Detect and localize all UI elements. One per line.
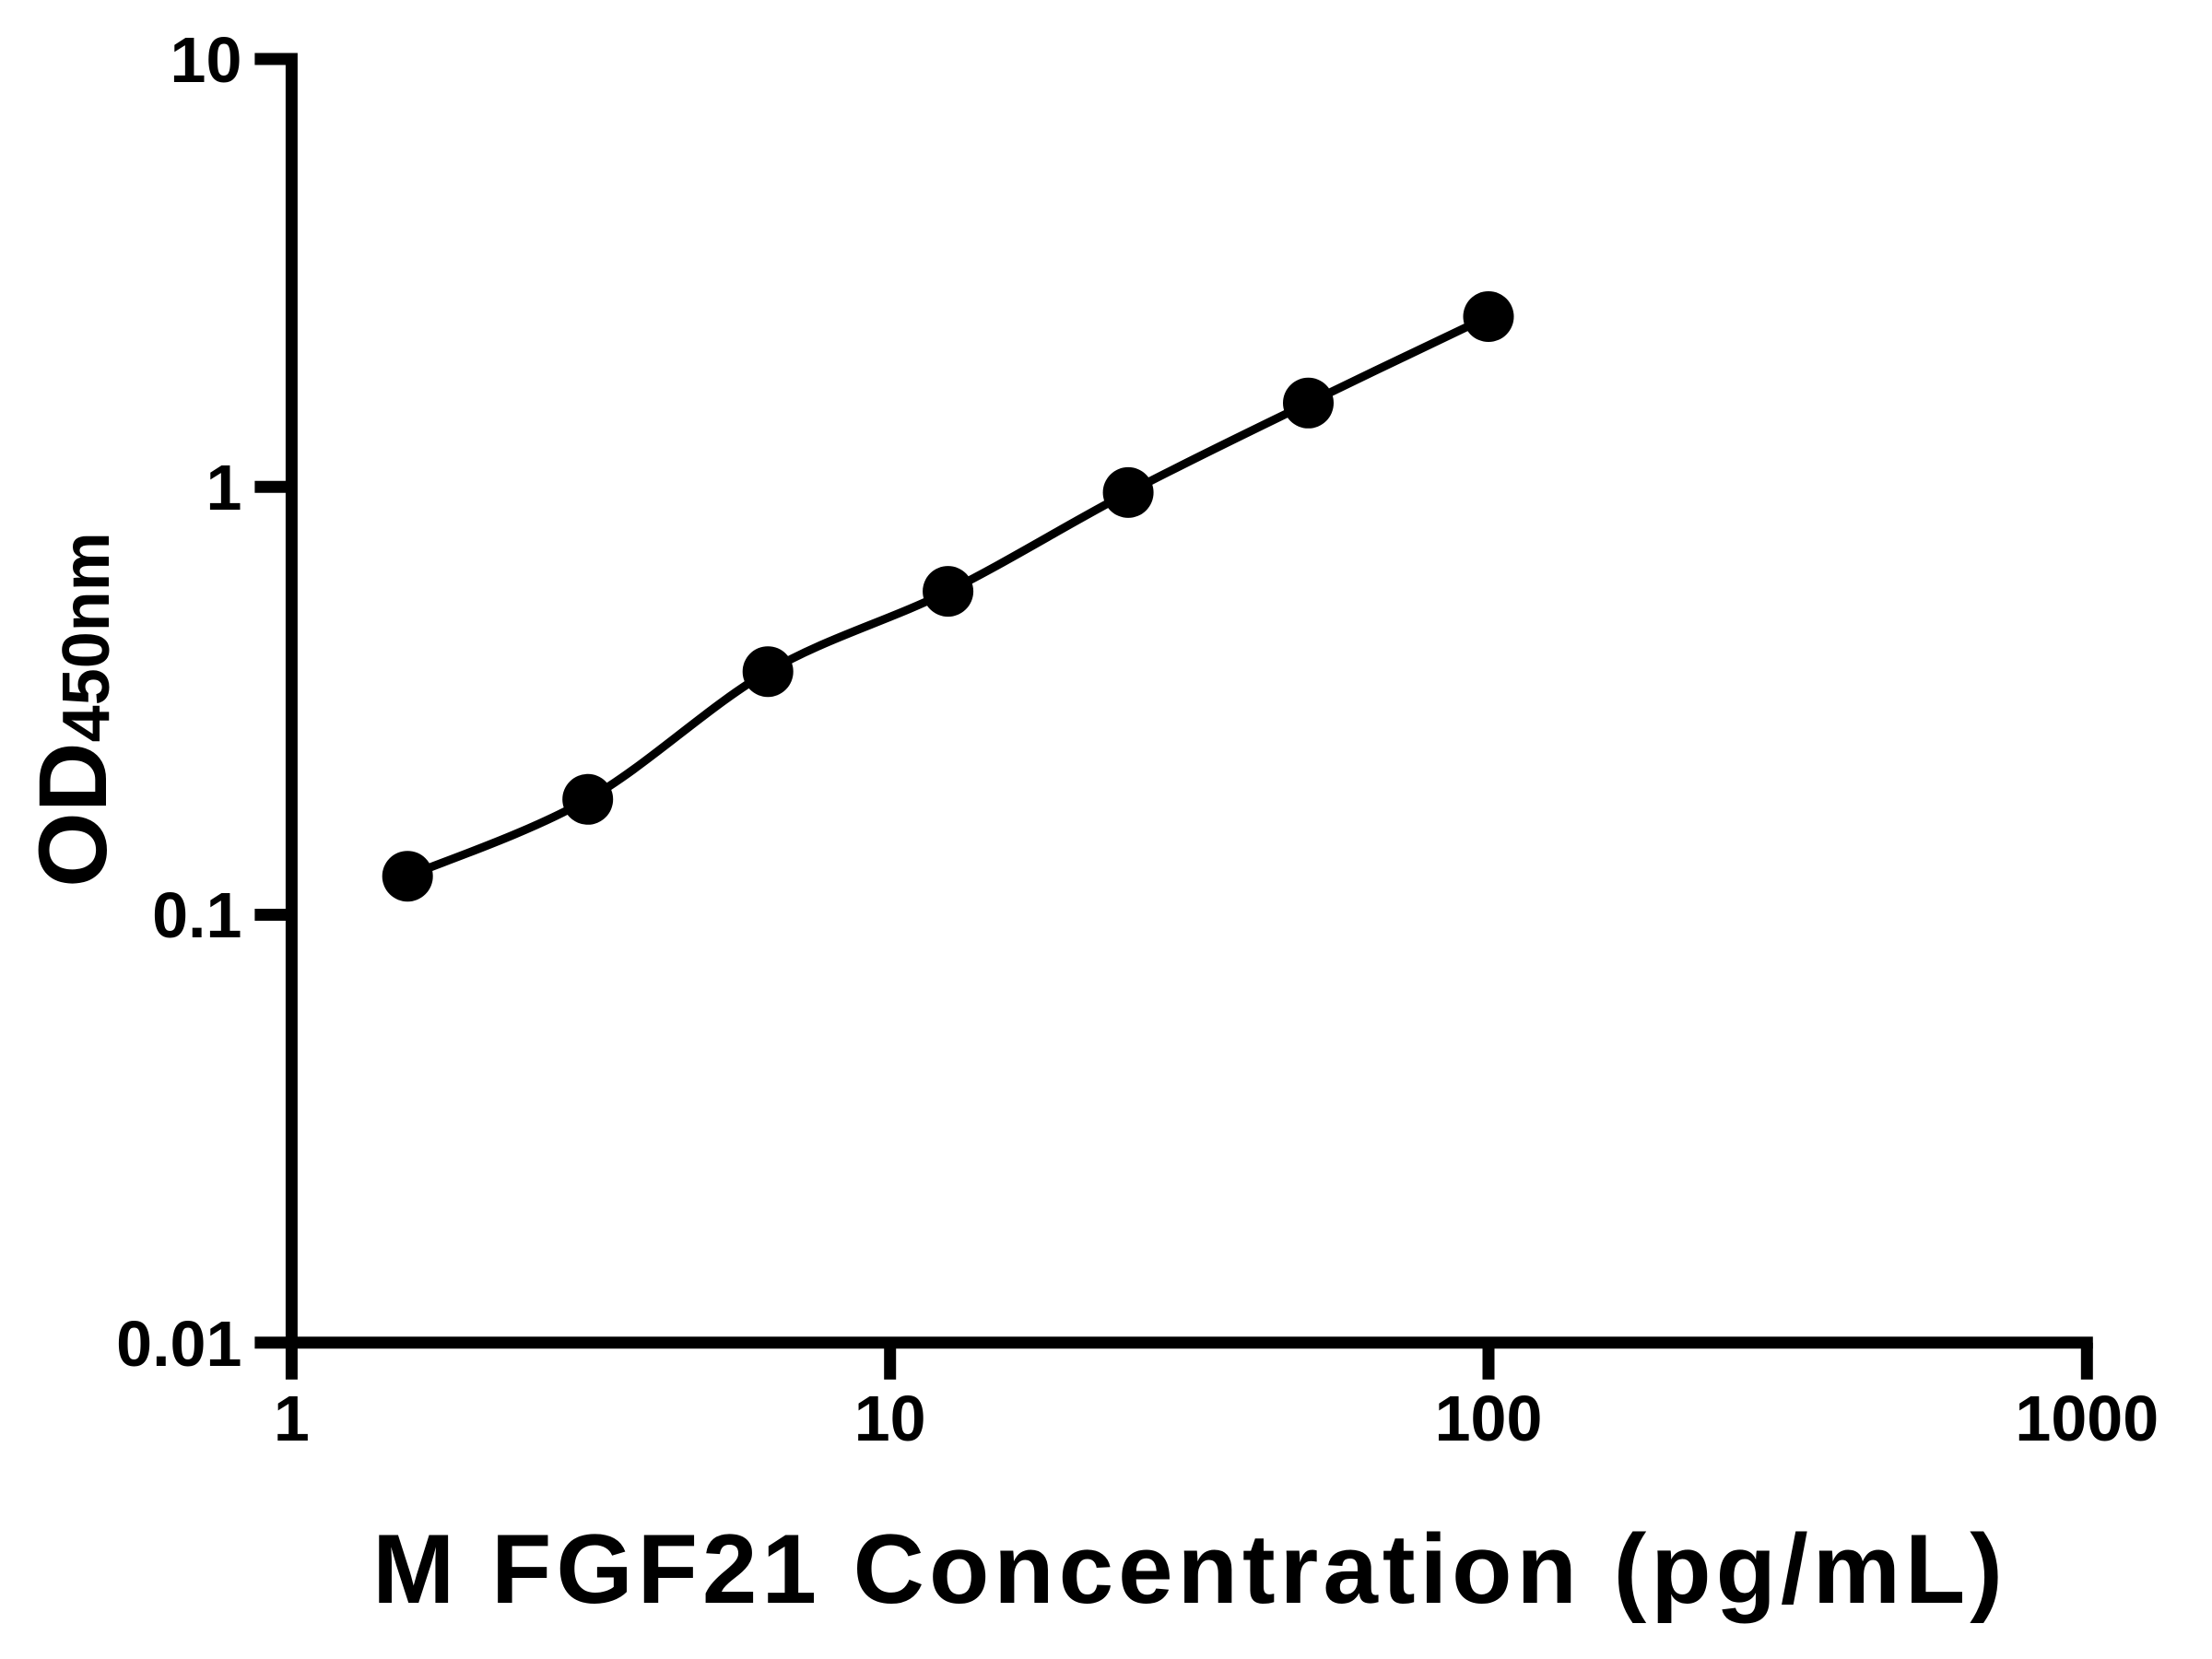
y-axis-title-main: OD [19,742,127,888]
data-point [562,773,614,825]
x-axis-title: M FGF21 Concentration (pg/mL) [372,1513,2007,1624]
y-tick-label: 10 [170,24,242,96]
y-axis-title: OD450nm [18,532,129,888]
y-tick-label: 1 [206,452,242,524]
data-point [1463,291,1514,342]
axis-ticks [254,53,2093,1380]
axes [285,53,2093,1349]
data-point [382,851,433,902]
x-tick-label: 1000 [2015,1382,2159,1454]
y-axis-title-sub: 450nm [49,532,124,743]
y-tick-label: 0.01 [116,1307,242,1380]
x-tick-label: 1 [273,1382,310,1454]
y-tick-label: 0.1 [152,879,242,952]
axis-spines [285,53,2093,1349]
data-point [742,646,794,698]
x-tick-label: 10 [853,1382,926,1454]
x-tick-label: 100 [1434,1382,1543,1454]
data-point [923,566,974,618]
data-point [1102,466,1154,518]
data-point [1283,377,1334,429]
data-points [382,291,1514,902]
